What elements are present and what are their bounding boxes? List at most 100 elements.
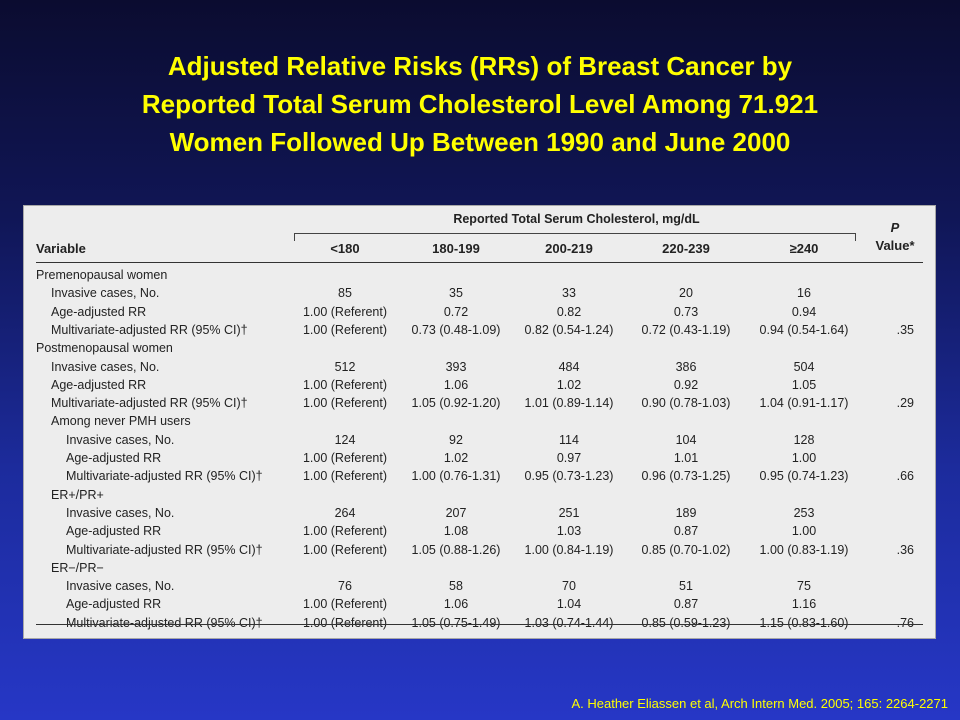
table-row: Age-adjusted RR 1.00 (Referent) 1.02 0.97 1.…	[24, 449, 935, 467]
table-cell: 0.87	[673, 524, 699, 539]
table-cell: 85	[338, 286, 352, 301]
table-cell: 0.87	[673, 597, 699, 612]
row-label: ER+/PR+	[51, 487, 104, 502]
table-cell: 0.72 (0.43-1.19)	[641, 322, 731, 337]
table-cell: 70	[562, 579, 576, 594]
table-row: Among never PMH users	[24, 412, 935, 430]
table-cell: 1.06	[443, 377, 469, 392]
data-table: Reported Total Serum Cholesterol, mg/dL …	[23, 205, 936, 639]
table-cell: 76	[338, 579, 352, 594]
table-cell: 1.05 (0.92-1.20)	[411, 396, 501, 411]
table-cell: 128	[793, 432, 815, 447]
table-cell: 189	[675, 505, 697, 520]
table-cell: 1.02	[443, 451, 469, 465]
row-label: ER−/PR−	[51, 560, 104, 575]
table-cell: 1.00 (Referent)	[302, 377, 388, 392]
table-cell: 1.00 (Referent)	[302, 597, 388, 612]
citation: A. Heather Eliassen et al, Arch Intern M…	[571, 696, 948, 711]
table-cell: 1.00	[791, 451, 817, 465]
table-row: Age-adjusted RR 1.00 (Referent) 1.08 1.03 0.…	[24, 522, 935, 540]
table-row: Age-adjusted RR 1.00 (Referent) 0.72 0.82 0.…	[24, 303, 935, 321]
column-header: 200-219	[545, 241, 593, 256]
row-label: Invasive cases, No.	[66, 432, 175, 447]
table-row: Multivariate-adjusted RR (95% CI)† 1.00 (…	[24, 394, 935, 412]
table-cell: 1.00 (Referent)	[302, 396, 388, 411]
table-row: Postmenopausal women	[24, 339, 935, 357]
table-row: Invasive cases, No. 85 35 33 20 16	[24, 284, 935, 302]
table-cell: 0.97	[556, 451, 582, 465]
row-label: Invasive cases, No.	[66, 505, 175, 520]
table-cell: 0.72	[443, 304, 469, 319]
table-row: Age-adjusted RR 1.00 (Referent) 1.06 1.02 0.…	[24, 376, 935, 394]
table-cell: 0.96 (0.73-1.25)	[641, 469, 731, 484]
table-cell: 0.92	[673, 377, 699, 392]
p-value-cell: .35	[896, 322, 914, 337]
row-label: Multivariate-adjusted RR (95% CI)†	[66, 542, 263, 557]
table-cell: 0.82	[556, 304, 582, 319]
table-cell: 264	[334, 505, 356, 520]
table-cell: 1.00 (Referent)	[302, 469, 388, 484]
table-cell: 92	[449, 432, 463, 447]
row-label: Invasive cases, No.	[51, 359, 160, 374]
row-label: Among never PMH users	[51, 414, 191, 429]
p-value-header: P Value*	[862, 219, 928, 255]
table-row: Invasive cases, No. 264 207 251 189 253	[24, 504, 935, 522]
table-cell: 1.00 (Referent)	[302, 542, 388, 557]
row-label: Age-adjusted RR	[66, 597, 162, 612]
column-header: <180	[330, 241, 360, 256]
table-cell: 114	[559, 432, 579, 447]
table-cell: 253	[793, 505, 815, 520]
table-cell: 1.01 (0.89-1.14)	[524, 396, 614, 411]
title-line: Adjusted Relative Risks (RRs) of Breast …	[167, 51, 793, 81]
title-line: Women Followed Up Between 1990 and June …	[169, 127, 791, 157]
table-cell: 1.01	[673, 451, 699, 465]
slide-title: Adjusted Relative Risks (RRs) of Breast …	[30, 47, 930, 161]
table-cell: 0.73 (0.48-1.09)	[411, 322, 501, 337]
table-cell: 251	[558, 505, 580, 520]
row-label: Multivariate-adjusted RR (95% CI)†	[66, 615, 263, 630]
title-line: Reported Total Serum Cholesterol Level A…	[141, 89, 819, 119]
table-cell: 0.85 (0.70-1.02)	[641, 542, 731, 557]
table-row: Invasive cases, No. 512 393 484 386 504	[24, 358, 935, 376]
table-cell: 1.03 (0.74-1.44)	[524, 615, 614, 630]
table-row: Multivariate-adjusted RR (95% CI)† 1.00 (…	[24, 321, 935, 339]
table-cell: 1.00	[791, 524, 817, 539]
row-label: Age-adjusted RR	[51, 377, 147, 392]
table-row: Premenopausal women	[24, 266, 935, 284]
table-cell: 0.95 (0.73-1.23)	[524, 469, 614, 484]
row-label: Multivariate-adjusted RR (95% CI)†	[51, 396, 248, 411]
header-rule	[36, 262, 923, 263]
column-header: ≥240	[789, 241, 819, 256]
table-cell: 0.95 (0.74-1.23)	[759, 469, 849, 484]
group-header-bracket	[294, 233, 856, 241]
p-value-cell: .29	[896, 396, 914, 411]
table-cell: 58	[449, 579, 463, 594]
table-cell: 1.00 (Referent)	[302, 524, 388, 539]
column-header: 180-199	[432, 241, 480, 256]
table-cell: 1.04 (0.91-1.17)	[759, 396, 849, 411]
table-cell: 207	[445, 505, 467, 520]
p-header-line: Value*	[875, 238, 915, 253]
table-cell: 0.94	[791, 304, 817, 319]
table-cell: 1.02	[556, 377, 582, 392]
table-cell: 0.90 (0.78-1.03)	[641, 396, 731, 411]
group-header: Reported Total Serum Cholesterol, mg/dL	[453, 212, 700, 226]
table-row: ER−/PR−	[24, 559, 935, 577]
table-cell: 0.85 (0.59-1.23)	[641, 615, 731, 630]
table-cell: 0.94 (0.54-1.64)	[759, 322, 849, 337]
table-cell: 1.05	[791, 377, 817, 392]
variable-header: Variable	[36, 241, 86, 256]
table-cell: 1.04	[556, 597, 582, 612]
table-row: Invasive cases, No. 76 58 70 51 75	[24, 577, 935, 595]
table-cell: 386	[675, 359, 697, 374]
bottom-rule	[36, 624, 923, 625]
table-cell: 1.06	[443, 597, 469, 612]
table-cell: 1.05 (0.75-1.49)	[411, 615, 501, 630]
table-row: Multivariate-adjusted RR (95% CI)† 1.00 (…	[24, 467, 935, 485]
table-cell: 1.00 (0.76-1.31)	[411, 469, 501, 484]
table-cell: 1.00 (Referent)	[302, 304, 388, 319]
table-cell: 75	[797, 579, 811, 594]
row-label: Age-adjusted RR	[51, 304, 147, 319]
column-header: 220-239	[662, 241, 710, 256]
table-cell: 0.82 (0.54-1.24)	[524, 322, 614, 337]
